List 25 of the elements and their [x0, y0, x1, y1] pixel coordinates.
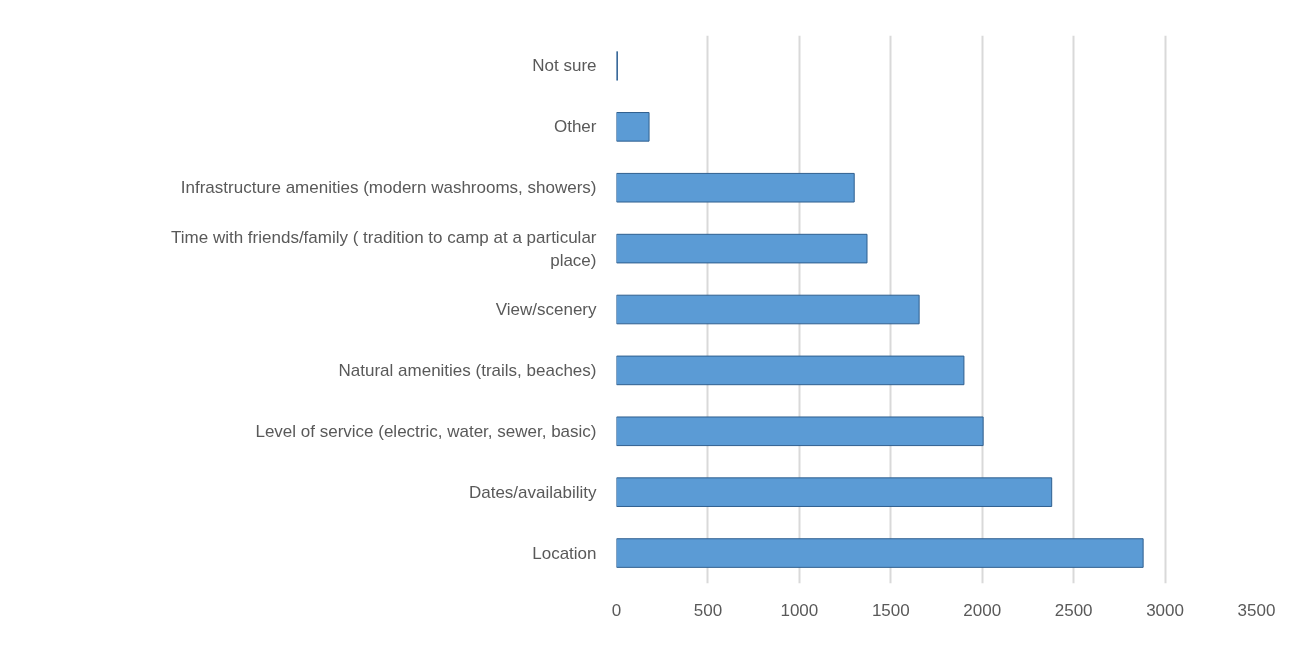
bar: [616, 538, 1144, 568]
bar: [616, 416, 984, 447]
x-tick-label: 0: [611, 600, 622, 620]
x-tick-label: 500: [693, 600, 723, 620]
y-tick-label: Other: [553, 117, 597, 137]
x-tick-label: 1000: [780, 600, 819, 620]
y-tick-label: Level of service (electric, water, sewer, basic): [255, 421, 597, 441]
y-tick-label: Not sure: [532, 56, 597, 76]
bar: [616, 355, 965, 386]
y-tick-label: Dates/availability: [468, 482, 597, 502]
y-tick-label: Location: [532, 543, 597, 563]
bar: [616, 112, 650, 142]
bar: [616, 477, 1053, 507]
y-tick-label: Time with friends/family ( tradition to camp at a particular place): [171, 227, 597, 270]
bar: [616, 172, 855, 203]
bar: [616, 294, 920, 325]
x-tick-label: 3000: [1146, 600, 1184, 620]
y-tick-label: Infrastructure amenities (modern washrooms, showers): [180, 178, 597, 198]
x-tick-label: 3500: [1237, 600, 1276, 620]
x-tick-label: 2500: [1054, 600, 1093, 620]
y-tick-label: Natural amenities (trails, beaches): [338, 360, 597, 380]
x-tick-label: 2000: [963, 600, 1002, 620]
x-tick-label: 1500: [871, 600, 910, 620]
y-tick-label: View/scenery: [495, 300, 597, 319]
bar: [616, 233, 868, 264]
